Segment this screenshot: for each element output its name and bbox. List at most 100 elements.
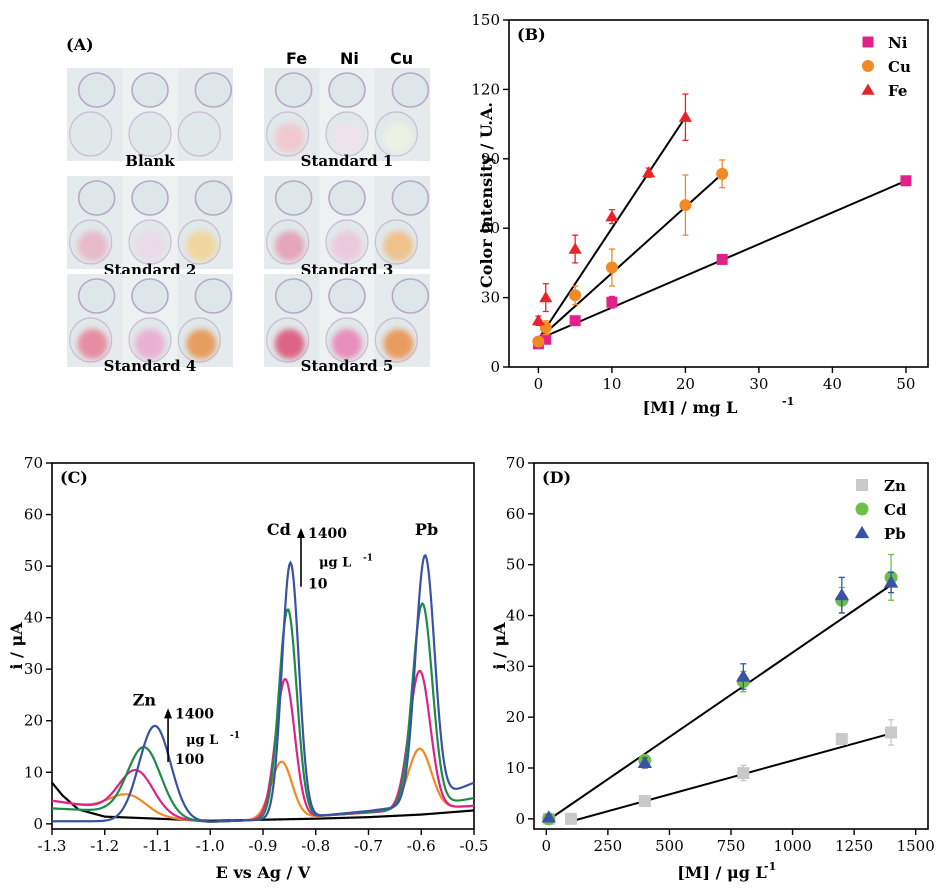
panel-label: (B) (517, 25, 546, 44)
reaction-spot (332, 123, 362, 153)
y-tick-label: 30 (24, 660, 43, 678)
photo-1: Standard 1 (264, 68, 430, 170)
legend-marker (854, 525, 870, 539)
panel-a: (A) Fe Ni Cu Blank Standard 1 Standard 2 St… (66, 35, 430, 375)
arrow-bottom-label: 100 (175, 752, 204, 768)
data-point (883, 575, 899, 588)
y-tick-label: 0 (515, 810, 525, 828)
photo-label: Standard 4 (104, 357, 197, 375)
x-tick-label: -0.6 (407, 837, 436, 855)
paper-top-lobe (391, 278, 430, 314)
data-point (606, 296, 618, 308)
y-tick-label: 20 (506, 708, 525, 726)
paper-bottom-lobe (177, 111, 221, 157)
plot-frame (51, 462, 475, 830)
data-point (569, 315, 581, 327)
y-tick-label: 50 (506, 556, 525, 574)
arrow-unit-label: μg L (186, 733, 218, 748)
legend-label: Zn (884, 477, 906, 495)
header-cu: Cu (390, 49, 413, 68)
fit-line (545, 584, 892, 823)
data-point (835, 733, 848, 746)
x-tick-label: 50 (896, 375, 915, 393)
panel-a-label: (A) (66, 35, 94, 54)
y-tick-label: 90 (481, 150, 500, 168)
header-ni: Ni (340, 49, 359, 68)
y-tick-label: 10 (506, 759, 525, 777)
y-tick-label: 10 (24, 763, 43, 781)
reaction-spot (383, 231, 414, 261)
data-point (679, 199, 692, 212)
arrow-unit-label: μg L (319, 555, 351, 570)
paper-top-lobe (391, 180, 430, 216)
legend-label: Fe (888, 82, 907, 100)
reaction-spot (77, 329, 108, 359)
paper-top-lobe (391, 72, 430, 108)
y-tick-label: 50 (24, 557, 43, 575)
paper-top-lobe (194, 278, 233, 314)
reaction-spot (274, 231, 305, 261)
y-tick-label: 20 (24, 712, 43, 730)
x-axis-label: E vs Ag / V (216, 863, 311, 882)
y-axis-label: i / μA (7, 622, 26, 670)
x-tick-label: -0.5 (460, 837, 489, 855)
arrow-top-label: 1400 (308, 526, 347, 542)
data-point (568, 242, 582, 254)
x-tick-label: 1250 (835, 837, 873, 855)
data-point (834, 588, 850, 601)
y-tick-label: 120 (471, 80, 500, 98)
x-tick-label: -0.7 (354, 837, 383, 855)
photo-label: Blank (125, 152, 175, 170)
paper-top-lobe (274, 278, 313, 314)
legend-label: Cd (884, 501, 907, 519)
data-point (564, 812, 577, 825)
x-tick-label: -1.2 (90, 837, 119, 855)
x-tick-label: 20 (676, 375, 695, 393)
paper-top-lobe (194, 72, 233, 108)
arrow-head (164, 708, 173, 719)
x-tick-label: -0.8 (301, 837, 330, 855)
y-tick-label: 60 (481, 219, 500, 237)
data-point (541, 810, 556, 823)
reaction-spot (383, 329, 414, 359)
reaction-spot (186, 231, 217, 261)
paper-top-lobe (131, 278, 169, 314)
data-point (900, 175, 912, 187)
legend-label: Ni (888, 34, 908, 52)
fit-line (537, 173, 723, 340)
legend-marker (862, 36, 874, 48)
data-point (885, 726, 898, 739)
legend-marker (861, 83, 875, 95)
x-tick-label: 1000 (773, 837, 811, 855)
y-tick-label: 30 (506, 657, 525, 675)
data-point (638, 795, 651, 808)
data-point (605, 210, 619, 222)
data-point (716, 167, 729, 180)
x-tick-label: 0 (534, 375, 544, 393)
voltammogram-curve (52, 554, 475, 823)
photo-0: Blank (67, 68, 233, 170)
reaction-spot (77, 231, 108, 261)
data-point (737, 767, 750, 780)
y-tick-label: 30 (481, 289, 500, 307)
paper-top-lobe (328, 278, 366, 314)
x-tick-label: 10 (602, 375, 621, 393)
legend-label: Cu (888, 58, 911, 76)
y-tick-label: 40 (506, 607, 525, 625)
reaction-spot (186, 329, 217, 359)
paper-top-lobe (77, 278, 116, 314)
arrow-head (296, 528, 305, 539)
x-tick-label: 500 (655, 837, 684, 855)
legend-marker (856, 479, 868, 491)
x-tick-label: 30 (749, 375, 768, 393)
x-tick-label: -1.1 (143, 837, 172, 855)
arrow-bottom-label: 10 (308, 577, 328, 593)
x-axis-label-sup: -1 (782, 395, 794, 408)
y-tick-label: 0 (33, 815, 43, 833)
paper-top-lobe (328, 72, 366, 108)
paper-top-lobe (131, 72, 169, 108)
reaction-spot (332, 329, 362, 359)
x-axis-label: [M] / μg L (677, 863, 767, 882)
legend-label: Pb (884, 525, 906, 543)
arrow-unit-sup: -1 (230, 731, 240, 741)
